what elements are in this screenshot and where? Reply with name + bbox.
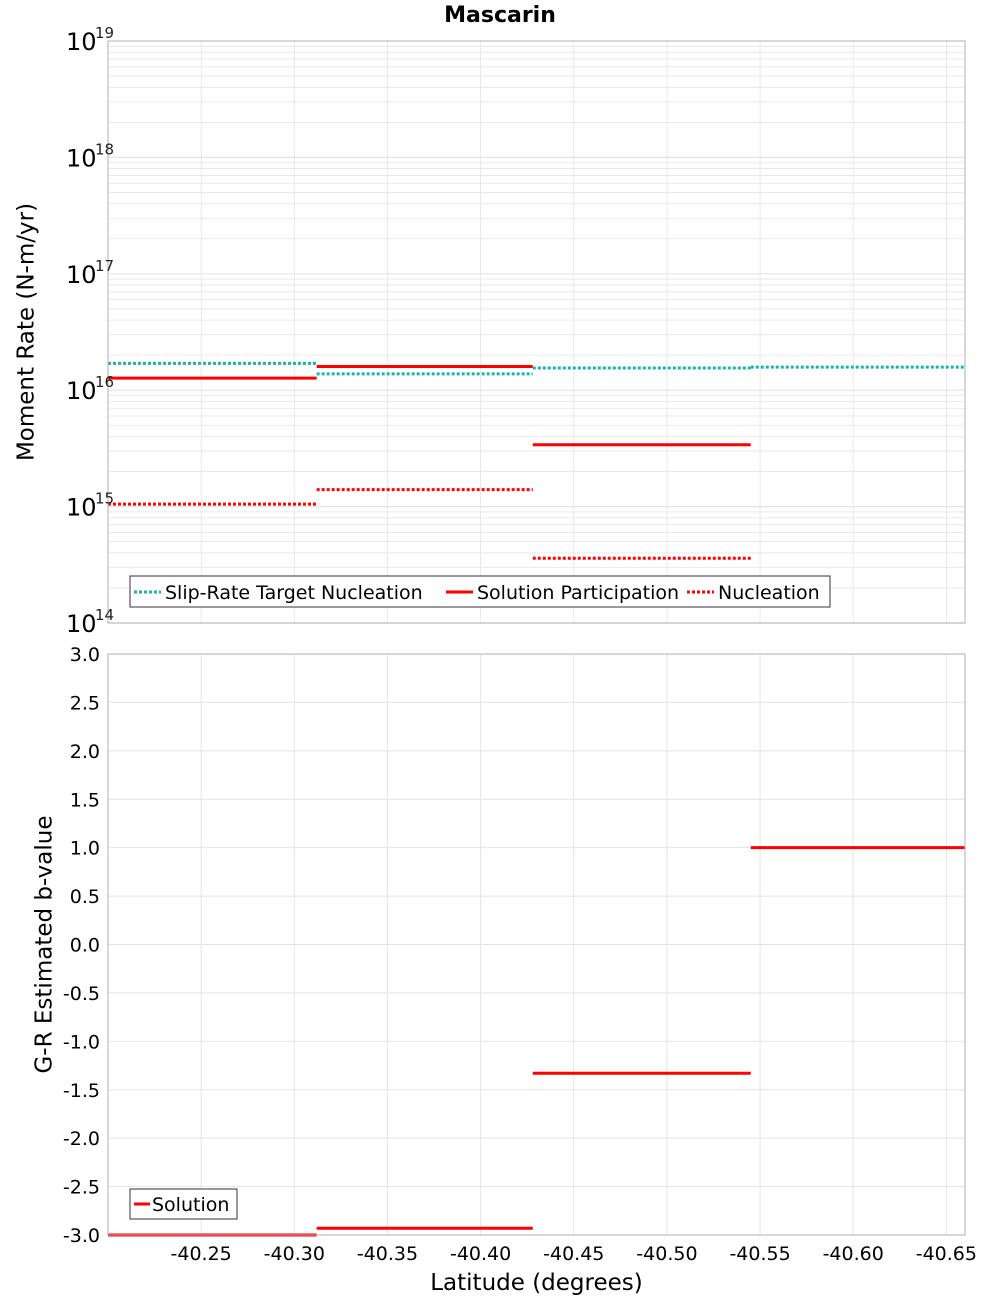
x-tick-label: -40.45 [543, 1243, 604, 1265]
latitude-x-axis-label: Latitude (degrees) [430, 1270, 643, 1296]
moment-rate-series [108, 361, 965, 560]
b-value-y-ticks: 3.0 2.5 2.0 1.5 1.0 0.5 0.0 -0.5 -1.0 -1.5 -2.0 -2.… [63, 644, 100, 1247]
legend-label: Nucleation [718, 582, 820, 604]
y-tick-label: 0.5 [70, 886, 100, 908]
legend-label: Solution [152, 1194, 229, 1216]
y-tick-label: 10 [66, 28, 97, 56]
y-tick-exponent: 18 [95, 140, 114, 158]
y-tick-label: -2.0 [63, 1128, 100, 1150]
x-tick-label: -40.55 [729, 1243, 790, 1265]
y-tick-exponent: 17 [95, 257, 114, 275]
b-value-plot: 3.0 2.5 2.0 1.5 1.0 0.5 0.0 -0.5 -1.0 -1.5 -2.0 -2.… [32, 644, 977, 1296]
moment-rate-y-axis-label: Moment Rate (N-m/yr) [14, 203, 40, 461]
x-tick-label: -40.50 [636, 1243, 697, 1265]
y-tick-exponent: 16 [95, 373, 114, 391]
moment-rate-legend: Slip-Rate Target Nucleation Solution Part… [129, 575, 831, 608]
y-tick-label: 10 [66, 261, 97, 289]
moment-rate-grid [108, 41, 965, 624]
y-tick-exponent: 15 [95, 490, 114, 508]
y-tick-label: 3.0 [70, 644, 100, 666]
y-tick-exponent: 19 [95, 24, 114, 42]
b-value-frame [107, 653, 966, 1236]
b-value-y-axis-label: G-R Estimated b-value [32, 815, 58, 1073]
x-tick-label: -40.60 [823, 1243, 884, 1265]
y-tick-exponent: 14 [95, 606, 114, 624]
y-tick-label: -3.0 [63, 1225, 100, 1247]
y-tick-label: 10 [66, 144, 97, 172]
y-tick-label: 0.0 [70, 935, 100, 957]
y-tick-label: 1.5 [70, 789, 100, 811]
y-tick-label: 2.5 [70, 692, 100, 714]
x-tick-label: -40.25 [171, 1243, 232, 1265]
x-tick-label: -40.40 [450, 1243, 511, 1265]
y-tick-label: -0.5 [63, 983, 100, 1005]
moment-rate-frame [107, 40, 966, 624]
x-tick-label: -40.30 [264, 1243, 325, 1265]
y-tick-label: 1.0 [70, 838, 100, 860]
x-tick-label: -40.35 [357, 1243, 418, 1265]
x-tick-label: -40.65 [916, 1243, 977, 1265]
y-tick-label: 10 [66, 494, 97, 522]
legend-label: Solution Participation [477, 582, 679, 604]
chart-title: Mascarin [444, 3, 556, 28]
y-tick-label: 2.0 [70, 741, 100, 763]
legend-label: Slip-Rate Target Nucleation [165, 582, 423, 604]
latitude-x-ticks: -40.25 -40.30 -40.35 -40.40 -40.45 -40.50 -40.… [171, 1243, 977, 1265]
moment-rate-plot-area [108, 41, 965, 623]
y-tick-label: -1.5 [63, 1080, 100, 1102]
y-tick-label: 10 [66, 377, 97, 405]
y-tick-label: 10 [66, 610, 97, 638]
y-tick-label: -1.0 [63, 1031, 100, 1053]
b-value-legend: Solution [129, 1188, 238, 1220]
y-tick-label: -2.5 [63, 1177, 100, 1199]
